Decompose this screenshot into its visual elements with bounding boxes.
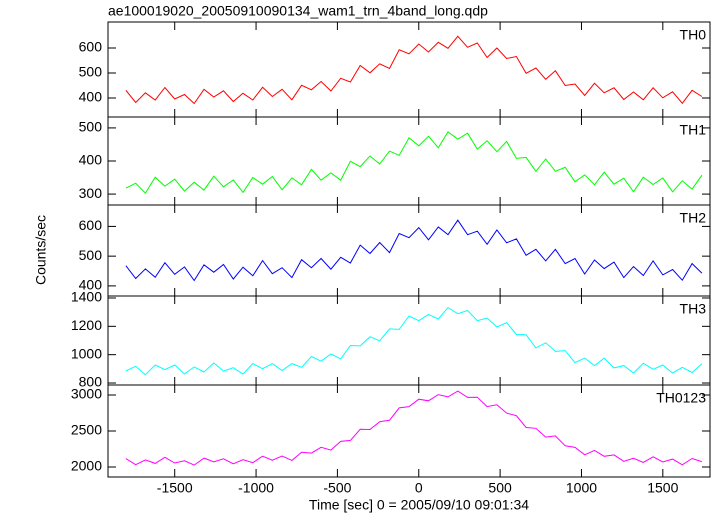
y-tick-label: 500 xyxy=(79,64,103,80)
y-tick-label: 500 xyxy=(79,119,103,135)
y-axis-label: Counts/sec xyxy=(33,215,49,285)
series-line xyxy=(125,390,703,466)
panel-frame xyxy=(107,116,711,206)
y-tick-label: 2500 xyxy=(71,422,102,438)
y-tick-label: 3000 xyxy=(71,386,102,402)
series-line xyxy=(125,35,703,105)
y-tick-label: 400 xyxy=(79,152,103,168)
panel-label: TH3 xyxy=(680,301,707,317)
panel-frame xyxy=(107,204,711,297)
y-tick-label: 400 xyxy=(79,89,103,105)
y-tick-label: 300 xyxy=(79,185,103,201)
y-tick-label: 400 xyxy=(79,277,103,293)
x-tick-label: 0 xyxy=(415,480,423,496)
panel-frame xyxy=(107,295,711,386)
y-tick-label: 1200 xyxy=(71,317,102,333)
panel-label: TH2 xyxy=(680,210,707,226)
panel-frame xyxy=(107,384,711,478)
y-tick-label: 600 xyxy=(79,217,103,233)
y-tick-label: 600 xyxy=(79,39,103,55)
x-tick-label: 1000 xyxy=(566,480,597,496)
x-tick-label: 1500 xyxy=(647,480,678,496)
y-tick-label: 500 xyxy=(79,247,103,263)
x-tick-label: -500 xyxy=(323,480,351,496)
y-tick-label: 1000 xyxy=(71,345,102,361)
x-tick-label: 500 xyxy=(488,480,512,496)
panel-label: TH0123 xyxy=(656,390,706,406)
x-axis-label: Time [sec] 0 = 2005/09/10 09:01:34 xyxy=(309,497,529,513)
series-line xyxy=(125,131,703,194)
panel-label: TH0 xyxy=(680,27,707,43)
series-line xyxy=(125,306,703,376)
series-line xyxy=(125,219,703,282)
y-tick-label: 800 xyxy=(79,374,103,390)
panel-label: TH1 xyxy=(680,122,707,138)
y-tick-label: 1400 xyxy=(71,289,102,305)
y-tick-label: 2000 xyxy=(71,458,102,474)
x-tick-label: -1000 xyxy=(238,480,274,496)
panel-frame xyxy=(107,21,711,118)
x-tick-label: -1500 xyxy=(157,480,193,496)
chart-title: ae100019020_20050910090134_wam1_trn_4ban… xyxy=(108,3,488,19)
